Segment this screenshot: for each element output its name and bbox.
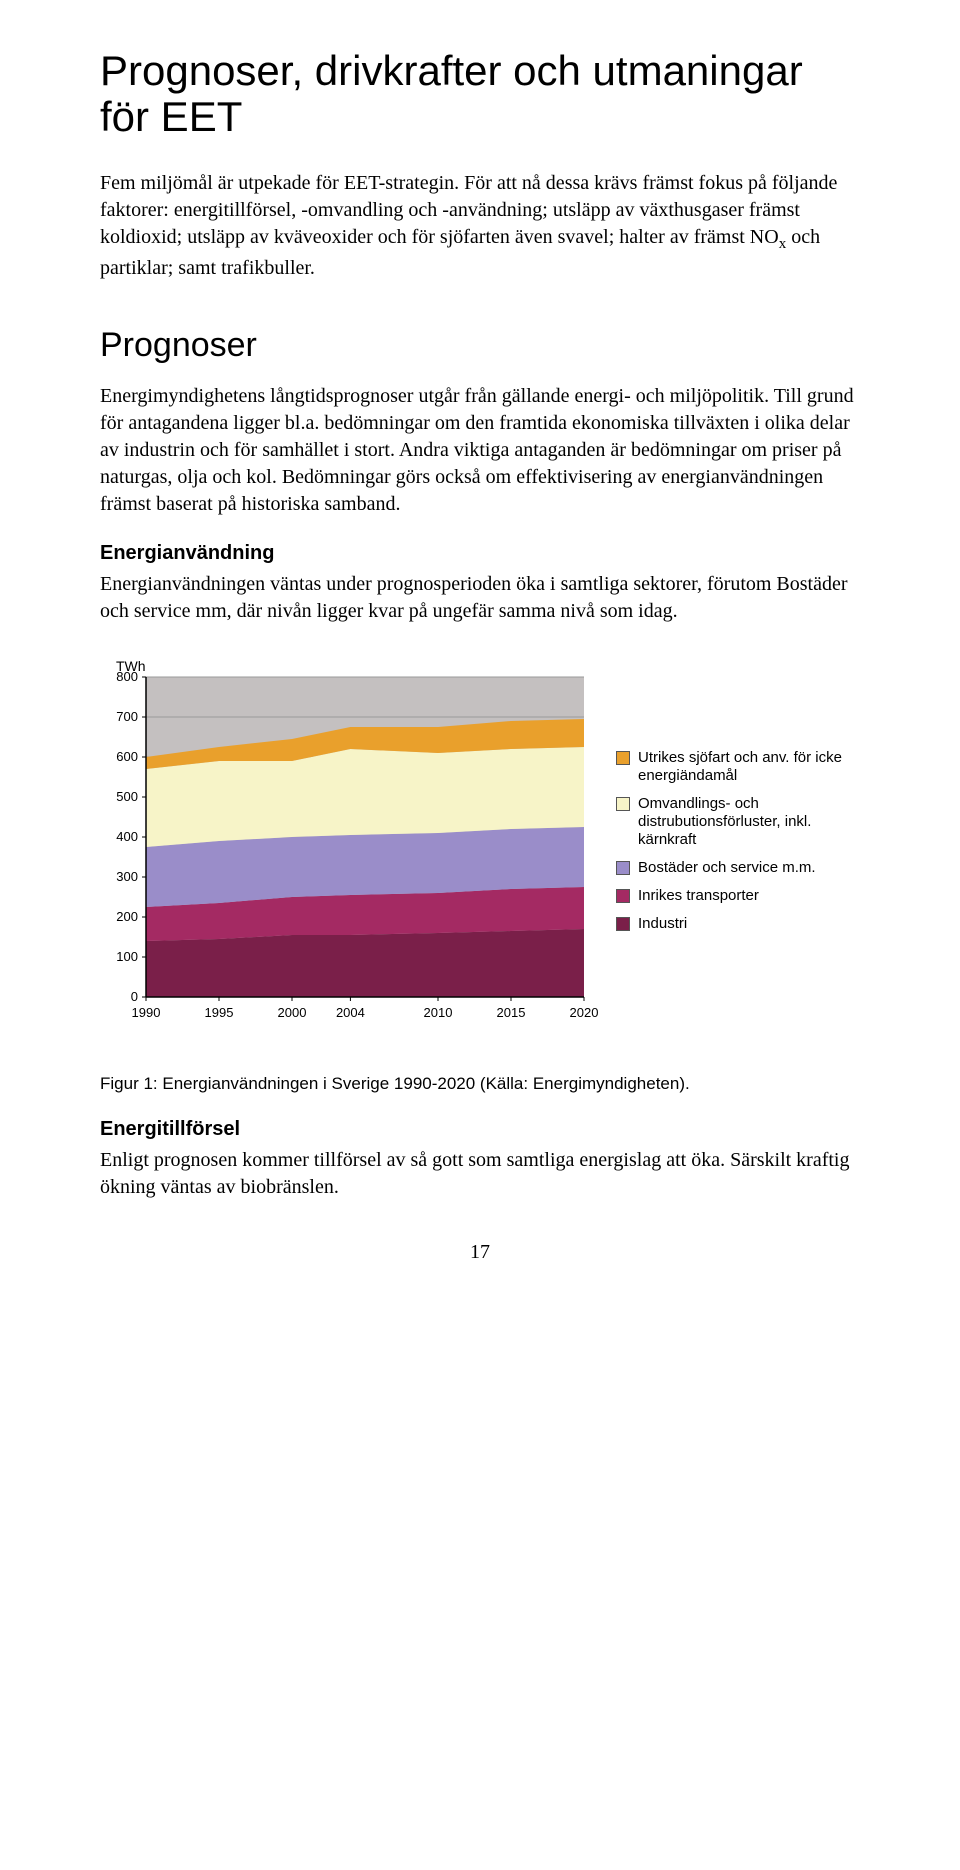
svg-text:700: 700: [116, 709, 138, 724]
legend-swatch: [616, 751, 630, 765]
section-prognoser-heading: Prognoser: [100, 326, 860, 365]
energianvandning-p1: Energianvändningen väntas under prognosp…: [100, 571, 860, 625]
svg-text:2010: 2010: [424, 1005, 453, 1020]
page-title: Prognoser, drivkrafter och utmaningar fö…: [100, 48, 860, 140]
subsection-energitillforsel-heading: Energitillförsel: [100, 1118, 860, 1141]
legend-item: Industri: [616, 915, 860, 933]
legend-swatch: [616, 917, 630, 931]
legend-label: Omvandlings- och distrubutionsförluster,…: [638, 795, 860, 849]
intro-paragraph: Fem miljömål är utpekade för EET-strateg…: [100, 170, 860, 281]
svg-text:2004: 2004: [336, 1005, 365, 1020]
legend-label: Industri: [638, 915, 687, 933]
svg-text:500: 500: [116, 789, 138, 804]
legend-item: Utrikes sjöfart och anv. för icke energi…: [616, 749, 860, 785]
energitillforsel-p1: Enligt prognosen kommer tillförsel av så…: [100, 1147, 860, 1201]
svg-text:1995: 1995: [205, 1005, 234, 1020]
svg-text:2020: 2020: [570, 1005, 598, 1020]
legend-label: Bostäder och service m.m.: [638, 859, 816, 877]
page-number: 17: [100, 1241, 860, 1264]
energy-chart-figure: 0100200300400500600700800199019952000200…: [100, 659, 860, 1034]
svg-text:600: 600: [116, 749, 138, 764]
legend-swatch: [616, 861, 630, 875]
chart-legend: Utrikes sjöfart och anv. för icke energi…: [598, 659, 860, 943]
svg-text:200: 200: [116, 909, 138, 924]
svg-text:1990: 1990: [132, 1005, 161, 1020]
svg-text:2000: 2000: [278, 1005, 307, 1020]
svg-text:400: 400: [116, 829, 138, 844]
svg-text:100: 100: [116, 949, 138, 964]
prognoser-p1: Energimyndighetens långtidsprognoser utg…: [100, 383, 860, 518]
area-chart-svg: 0100200300400500600700800199019952000200…: [100, 659, 598, 1029]
legend-swatch: [616, 889, 630, 903]
legend-item: Bostäder och service m.m.: [616, 859, 860, 877]
svg-text:TWh: TWh: [116, 659, 146, 674]
figure-caption: Figur 1: Energianvändningen i Sverige 19…: [100, 1074, 860, 1094]
legend-label: Utrikes sjöfart och anv. för icke energi…: [638, 749, 860, 785]
legend-swatch: [616, 797, 630, 811]
legend-item: Omvandlings- och distrubutionsförluster,…: [616, 795, 860, 849]
legend-item: Inrikes transporter: [616, 887, 860, 905]
energy-chart: 0100200300400500600700800199019952000200…: [100, 659, 598, 1034]
svg-text:0: 0: [131, 989, 138, 1004]
subsection-energianvandning-heading: Energianvändning: [100, 542, 860, 565]
svg-text:300: 300: [116, 869, 138, 884]
svg-text:2015: 2015: [497, 1005, 526, 1020]
legend-label: Inrikes transporter: [638, 887, 759, 905]
